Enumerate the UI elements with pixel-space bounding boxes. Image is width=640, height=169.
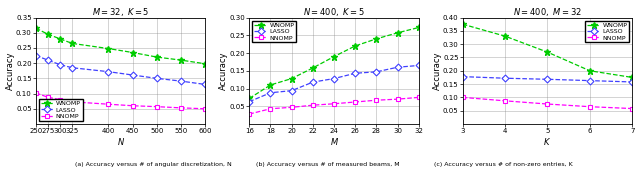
LASSO (68, 67, 76, 69)
WNOMP (153, 56, 161, 58)
LASSO (372, 71, 380, 73)
Line: NNOMP: NNOMP (33, 91, 208, 111)
Y-axis label: Accuracy: Accuracy (433, 52, 442, 90)
LASSO (351, 72, 359, 74)
Line: LASSO: LASSO (247, 63, 421, 104)
LASSO (56, 64, 64, 66)
LASSO (586, 80, 594, 82)
NNOMP (459, 96, 467, 98)
LASSO (628, 81, 636, 83)
WNOMP (372, 38, 380, 40)
Text: (a) Accuracy versus # of angular discretization, N: (a) Accuracy versus # of angular discret… (75, 162, 231, 167)
WNOMP (586, 70, 594, 72)
Title: $N=400,\ M=32$: $N=400,\ M=32$ (513, 6, 582, 18)
LASSO (105, 71, 113, 73)
NNOMP (288, 106, 296, 108)
WNOMP (459, 23, 467, 25)
LASSO (501, 77, 509, 79)
LASSO (129, 74, 136, 76)
LASSO (44, 59, 52, 61)
LASSO (267, 92, 275, 94)
X-axis label: $N$: $N$ (116, 136, 125, 147)
WNOMP (44, 33, 52, 35)
NNOMP (129, 105, 136, 107)
Line: LASSO: LASSO (460, 74, 635, 84)
LASSO (246, 101, 253, 103)
WNOMP (288, 78, 296, 80)
X-axis label: $K$: $K$ (543, 136, 552, 147)
LASSO (330, 78, 338, 80)
NNOMP (330, 103, 338, 105)
LASSO (288, 90, 296, 92)
Title: $M=32,\ K=5$: $M=32,\ K=5$ (92, 6, 149, 18)
WNOMP (177, 59, 185, 61)
Y-axis label: Accuracy: Accuracy (219, 52, 228, 90)
WNOMP (267, 84, 275, 86)
NNOMP (628, 107, 636, 110)
LASSO (415, 64, 422, 66)
WNOMP (543, 51, 551, 53)
NNOMP (56, 99, 64, 101)
WNOMP (202, 63, 209, 65)
LASSO (394, 66, 401, 68)
WNOMP (415, 27, 422, 29)
NNOMP (543, 103, 551, 105)
NNOMP (309, 104, 317, 106)
LASSO (202, 83, 209, 86)
NNOMP (394, 98, 401, 100)
LASSO (543, 78, 551, 80)
NNOMP (351, 101, 359, 103)
Text: (b) Accuracy versus # of measured beams, M: (b) Accuracy versus # of measured beams,… (256, 162, 400, 167)
WNOMP (105, 47, 113, 50)
NNOMP (68, 101, 76, 103)
NNOMP (501, 100, 509, 102)
WNOMP (394, 32, 401, 34)
WNOMP (32, 27, 40, 29)
NNOMP (415, 96, 422, 98)
LASSO (153, 77, 161, 79)
NNOMP (32, 92, 40, 94)
WNOMP (246, 98, 253, 100)
LASSO (309, 81, 317, 83)
Y-axis label: Accuracy: Accuracy (6, 52, 15, 90)
Line: NNOMP: NNOMP (247, 95, 421, 116)
WNOMP (56, 38, 64, 40)
Line: WNOMP: WNOMP (460, 21, 636, 81)
Legend: WNOMP, LASSO, NNOMP: WNOMP, LASSO, NNOMP (586, 21, 629, 42)
NNOMP (177, 107, 185, 109)
NNOMP (267, 108, 275, 110)
NNOMP (246, 113, 253, 115)
NNOMP (44, 96, 52, 98)
LASSO (32, 55, 40, 57)
WNOMP (129, 52, 136, 54)
NNOMP (105, 103, 113, 105)
Line: LASSO: LASSO (33, 53, 208, 87)
NNOMP (202, 108, 209, 110)
WNOMP (628, 76, 636, 78)
WNOMP (330, 56, 338, 58)
WNOMP (351, 45, 359, 47)
LASSO (177, 80, 185, 82)
Line: WNOMP: WNOMP (33, 25, 209, 67)
X-axis label: $M$: $M$ (330, 136, 339, 147)
NNOMP (153, 106, 161, 108)
Text: (c) Accuracy versus # of non-zero entries, K: (c) Accuracy versus # of non-zero entrie… (434, 162, 572, 167)
WNOMP (501, 35, 509, 37)
NNOMP (586, 106, 594, 108)
Line: WNOMP: WNOMP (246, 24, 422, 102)
Legend: WNOMP, LASSO, NNOMP: WNOMP, LASSO, NNOMP (252, 21, 296, 42)
Legend: WNOMP, LASSO, NNOMP: WNOMP, LASSO, NNOMP (39, 99, 83, 121)
NNOMP (372, 99, 380, 101)
LASSO (459, 76, 467, 78)
Line: NNOMP: NNOMP (460, 95, 635, 111)
Title: $N=400,\ K=5$: $N=400,\ K=5$ (303, 6, 365, 18)
WNOMP (309, 67, 317, 69)
WNOMP (68, 42, 76, 44)
